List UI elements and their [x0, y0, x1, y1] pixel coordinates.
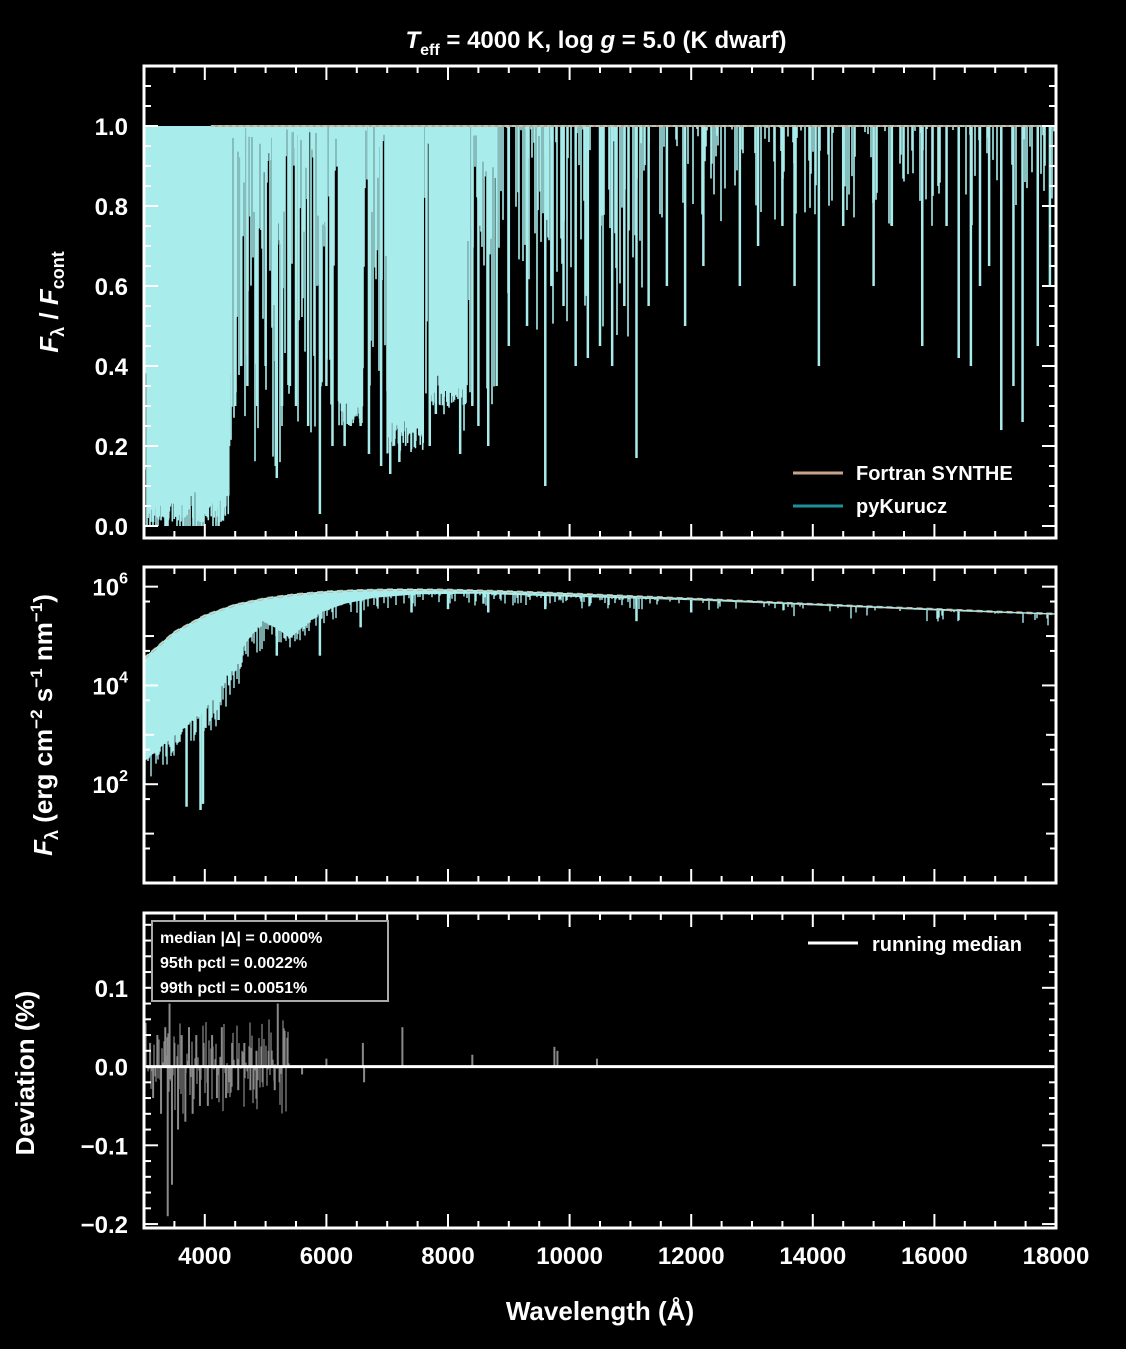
y-tick-label: 0.2 — [95, 434, 128, 461]
stats-median: median |Δ| = 0.0000% — [160, 930, 322, 947]
x-tick-label: 8000 — [421, 1243, 474, 1270]
y-tick-label: 102 — [92, 768, 128, 799]
absolute-flux-spectrum — [144, 589, 1049, 786]
y-tick-label: −0.2 — [81, 1212, 128, 1239]
x-tick-label: 10000 — [536, 1243, 603, 1270]
absolute-flux-panel: 102 104 106 Fλ (erg cm−2 s−1 nm−1) — [27, 565, 1058, 885]
y-tick-label: 0.4 — [95, 354, 129, 381]
y-tick-label: 106 — [92, 571, 128, 602]
stats-95th: 95th pctl = 0.0022% — [160, 955, 307, 972]
x-tick-label: 14000 — [779, 1243, 846, 1270]
legend-label-running-median: running median — [872, 934, 1022, 956]
y-tick-label: 0.0 — [95, 1055, 128, 1082]
normalized-flux-legend: Fortran SYNTHE pyKurucz — [793, 463, 1013, 518]
legend-label-pykurucz: pyKurucz — [856, 496, 947, 518]
y-tick-label: 1.0 — [95, 114, 128, 141]
absolute-flux-plot — [143, 588, 1057, 869]
y-tick-label: 0.1 — [95, 976, 128, 1003]
y-tick-label: 0.6 — [95, 274, 128, 301]
stats-99th: 99th pctl = 0.0051% — [160, 980, 307, 997]
deviation-axes: 4000 6000 8000 10000 12000 14000 16000 18000 −0.… — [81, 913, 1090, 1270]
x-tick-label: 12000 — [658, 1243, 725, 1270]
absolute-flux-axes: 102 104 106 — [92, 567, 1057, 884]
x-tick-label: 18000 — [1023, 1243, 1090, 1270]
x-tick-label: 16000 — [901, 1243, 968, 1270]
pykurucz-flux-continuum — [143, 589, 1057, 660]
x-tick-label: 4000 — [178, 1243, 231, 1270]
normalized-flux-ylabel: Fλ / Fcont — [34, 251, 68, 352]
deviation-legend: running median — [808, 934, 1022, 956]
deviation-xlabel: Wavelength (Å) — [506, 1296, 694, 1326]
absolute-flux-ylabel: Fλ (erg cm−2 s−1 nm−1) — [27, 594, 62, 856]
y-tick-label: 0.8 — [95, 194, 128, 221]
y-tick-label: 104 — [92, 669, 128, 700]
stats-box-frame — [151, 920, 389, 1002]
deviation-panel: 4000 6000 8000 10000 12000 14000 16000 18000 −0.… — [10, 911, 1090, 1326]
x-tick-label: 6000 — [300, 1243, 353, 1270]
y-tick-label: 0.0 — [95, 514, 128, 541]
normalized-flux-axes: 0.0 0.2 0.4 0.6 0.8 1.0 — [95, 65, 1057, 541]
normalized-flux-panel: 0.0 0.2 0.4 0.6 0.8 1.0 Fλ / Fcont Fortran SY… — [34, 64, 1058, 541]
stats-box: median |Δ| = 0.0000% 95th pctl = 0.0022%… — [151, 920, 389, 1002]
legend-label-fortran: Fortran SYNTHE — [856, 463, 1013, 485]
y-tick-label: −0.1 — [81, 1133, 128, 1160]
deviation-ylabel: Deviation (%) — [10, 991, 40, 1156]
deviation-plot — [144, 1003, 1054, 1217]
figure-title: Teff = 4000 K, log g = 5.0 (K dwarf) — [405, 27, 786, 59]
normalized-flux-plot — [144, 125, 1055, 526]
